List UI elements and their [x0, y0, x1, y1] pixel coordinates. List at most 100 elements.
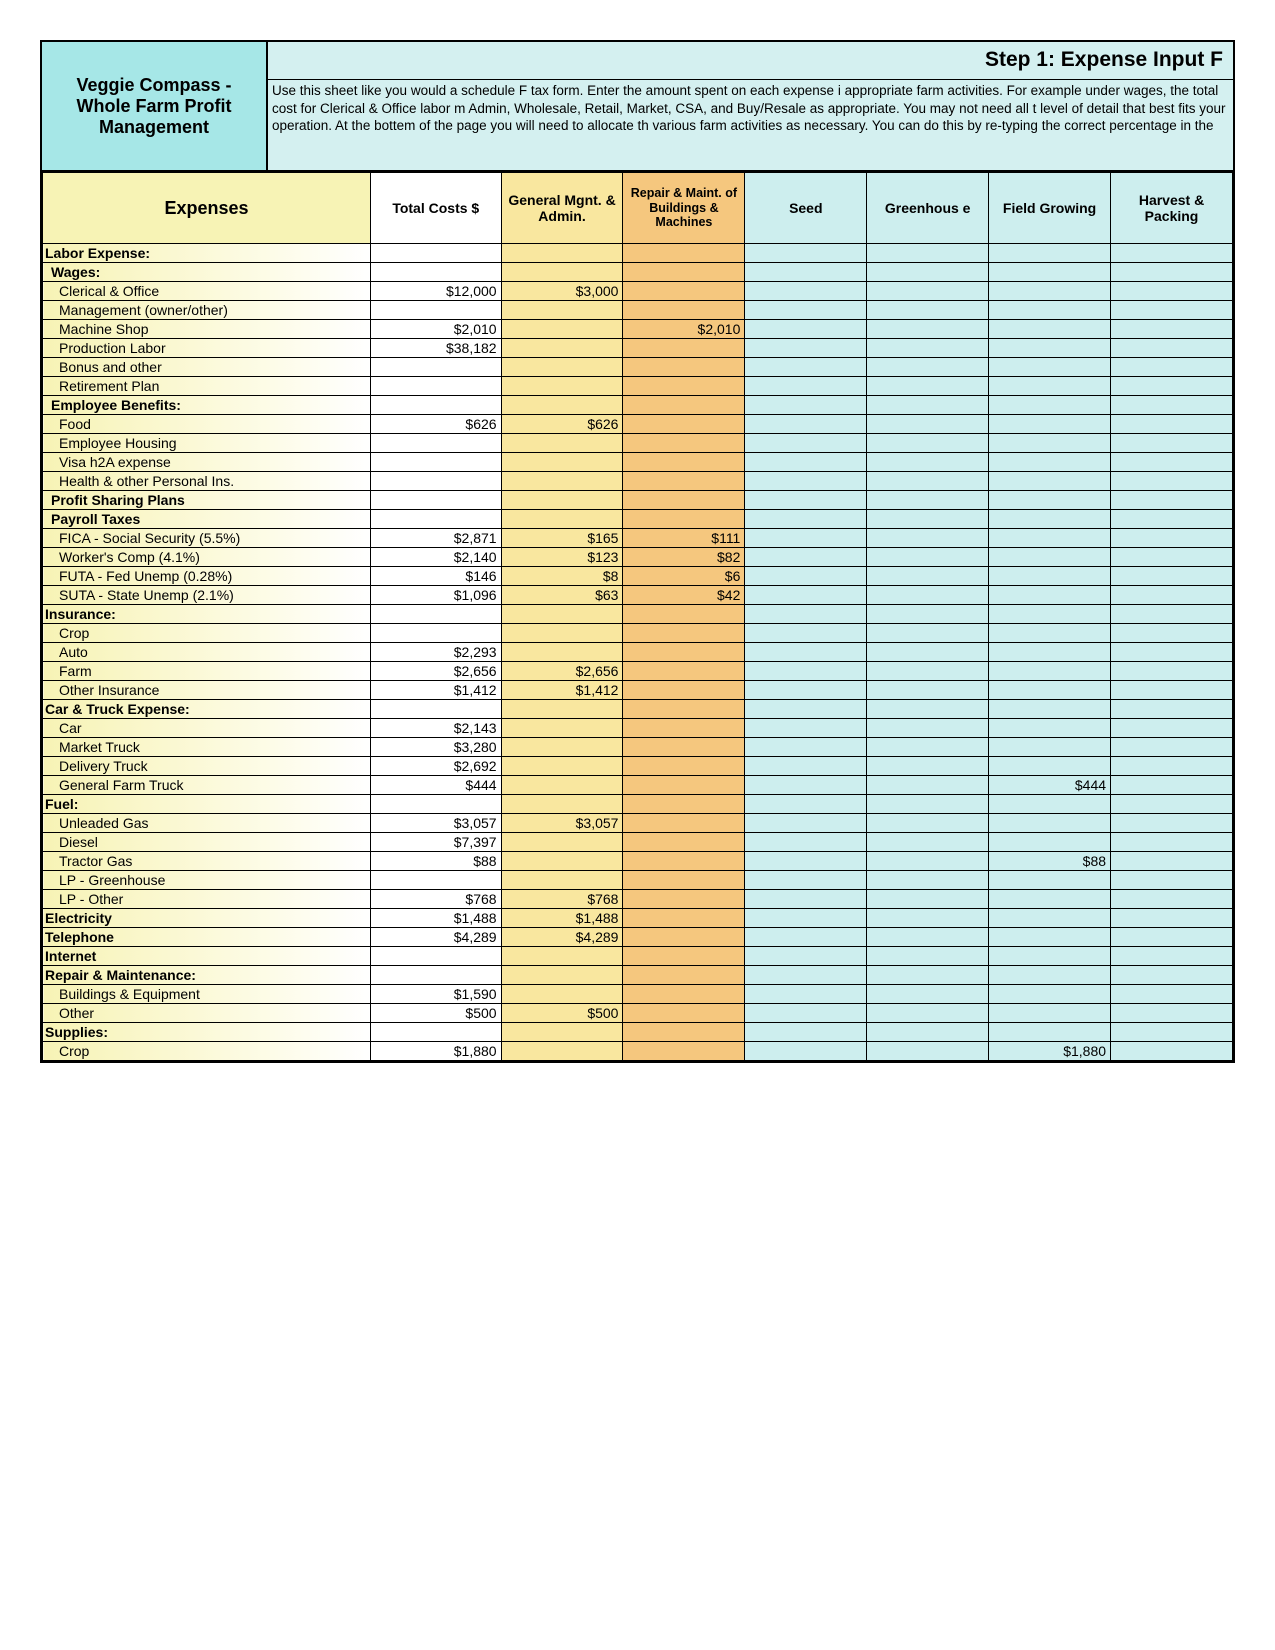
cell-seed[interactable]	[745, 795, 867, 814]
cell-harvest[interactable]	[1111, 339, 1233, 358]
cell-field[interactable]	[989, 339, 1111, 358]
cell-total[interactable]: $2,871	[370, 529, 501, 548]
cell-general[interactable]	[501, 757, 623, 776]
cell-general[interactable]	[501, 624, 623, 643]
cell-general[interactable]: $626	[501, 415, 623, 434]
cell-total[interactable]: $2,293	[370, 643, 501, 662]
cell-repair[interactable]	[623, 434, 745, 453]
cell-repair[interactable]	[623, 1042, 745, 1061]
cell-general[interactable]	[501, 1023, 623, 1042]
cell-seed[interactable]	[745, 586, 867, 605]
cell-repair[interactable]: $6	[623, 567, 745, 586]
cell-harvest[interactable]	[1111, 947, 1233, 966]
cell-total[interactable]	[370, 472, 501, 491]
cell-field[interactable]	[989, 320, 1111, 339]
cell-general[interactable]	[501, 985, 623, 1004]
cell-seed[interactable]	[745, 396, 867, 415]
cell-seed[interactable]	[745, 263, 867, 282]
cell-seed[interactable]	[745, 814, 867, 833]
cell-seed[interactable]	[745, 776, 867, 795]
cell-general[interactable]	[501, 491, 623, 510]
cell-seed[interactable]	[745, 605, 867, 624]
cell-repair[interactable]	[623, 643, 745, 662]
cell-seed[interactable]	[745, 947, 867, 966]
cell-total[interactable]	[370, 358, 501, 377]
cell-total[interactable]: $500	[370, 1004, 501, 1023]
cell-field[interactable]	[989, 263, 1111, 282]
cell-total[interactable]: $626	[370, 415, 501, 434]
cell-harvest[interactable]	[1111, 320, 1233, 339]
cell-greenhouse[interactable]	[867, 757, 989, 776]
cell-harvest[interactable]	[1111, 491, 1233, 510]
cell-total[interactable]	[370, 244, 501, 263]
cell-harvest[interactable]	[1111, 1042, 1233, 1061]
cell-harvest[interactable]	[1111, 890, 1233, 909]
cell-harvest[interactable]	[1111, 833, 1233, 852]
cell-harvest[interactable]	[1111, 795, 1233, 814]
cell-field[interactable]	[989, 301, 1111, 320]
cell-seed[interactable]	[745, 510, 867, 529]
cell-field[interactable]	[989, 491, 1111, 510]
cell-field[interactable]	[989, 377, 1111, 396]
cell-greenhouse[interactable]	[867, 947, 989, 966]
cell-seed[interactable]	[745, 491, 867, 510]
cell-repair[interactable]	[623, 776, 745, 795]
cell-general[interactable]	[501, 719, 623, 738]
cell-greenhouse[interactable]	[867, 852, 989, 871]
cell-harvest[interactable]	[1111, 415, 1233, 434]
cell-repair[interactable]	[623, 947, 745, 966]
cell-greenhouse[interactable]	[867, 700, 989, 719]
cell-seed[interactable]	[745, 852, 867, 871]
cell-greenhouse[interactable]	[867, 985, 989, 1004]
cell-seed[interactable]	[745, 700, 867, 719]
cell-seed[interactable]	[745, 662, 867, 681]
cell-general[interactable]	[501, 377, 623, 396]
cell-harvest[interactable]	[1111, 928, 1233, 947]
cell-field[interactable]	[989, 985, 1111, 1004]
cell-repair[interactable]	[623, 244, 745, 263]
cell-repair[interactable]	[623, 510, 745, 529]
cell-seed[interactable]	[745, 244, 867, 263]
cell-total[interactable]	[370, 605, 501, 624]
cell-total[interactable]: $1,096	[370, 586, 501, 605]
cell-repair[interactable]	[623, 738, 745, 757]
cell-repair[interactable]	[623, 681, 745, 700]
cell-greenhouse[interactable]	[867, 833, 989, 852]
cell-harvest[interactable]	[1111, 662, 1233, 681]
cell-greenhouse[interactable]	[867, 358, 989, 377]
cell-general[interactable]	[501, 472, 623, 491]
cell-field[interactable]	[989, 244, 1111, 263]
cell-total[interactable]	[370, 377, 501, 396]
cell-repair[interactable]	[623, 415, 745, 434]
cell-field[interactable]	[989, 833, 1111, 852]
cell-field[interactable]	[989, 282, 1111, 301]
cell-total[interactable]	[370, 396, 501, 415]
cell-harvest[interactable]	[1111, 852, 1233, 871]
cell-seed[interactable]	[745, 928, 867, 947]
cell-seed[interactable]	[745, 472, 867, 491]
cell-total[interactable]: $2,143	[370, 719, 501, 738]
cell-field[interactable]	[989, 358, 1111, 377]
cell-total[interactable]: $38,182	[370, 339, 501, 358]
cell-general[interactable]: $8	[501, 567, 623, 586]
cell-field[interactable]	[989, 1004, 1111, 1023]
cell-repair[interactable]	[623, 833, 745, 852]
cell-harvest[interactable]	[1111, 510, 1233, 529]
cell-field[interactable]	[989, 757, 1111, 776]
cell-greenhouse[interactable]	[867, 586, 989, 605]
cell-field[interactable]	[989, 396, 1111, 415]
cell-greenhouse[interactable]	[867, 662, 989, 681]
cell-field[interactable]	[989, 605, 1111, 624]
cell-repair[interactable]	[623, 339, 745, 358]
cell-greenhouse[interactable]	[867, 415, 989, 434]
cell-repair[interactable]	[623, 377, 745, 396]
cell-total[interactable]: $12,000	[370, 282, 501, 301]
cell-field[interactable]: $1,880	[989, 1042, 1111, 1061]
cell-greenhouse[interactable]	[867, 605, 989, 624]
cell-repair[interactable]	[623, 928, 745, 947]
cell-harvest[interactable]	[1111, 776, 1233, 795]
cell-total[interactable]: $768	[370, 890, 501, 909]
cell-greenhouse[interactable]	[867, 339, 989, 358]
cell-harvest[interactable]	[1111, 548, 1233, 567]
cell-harvest[interactable]	[1111, 624, 1233, 643]
